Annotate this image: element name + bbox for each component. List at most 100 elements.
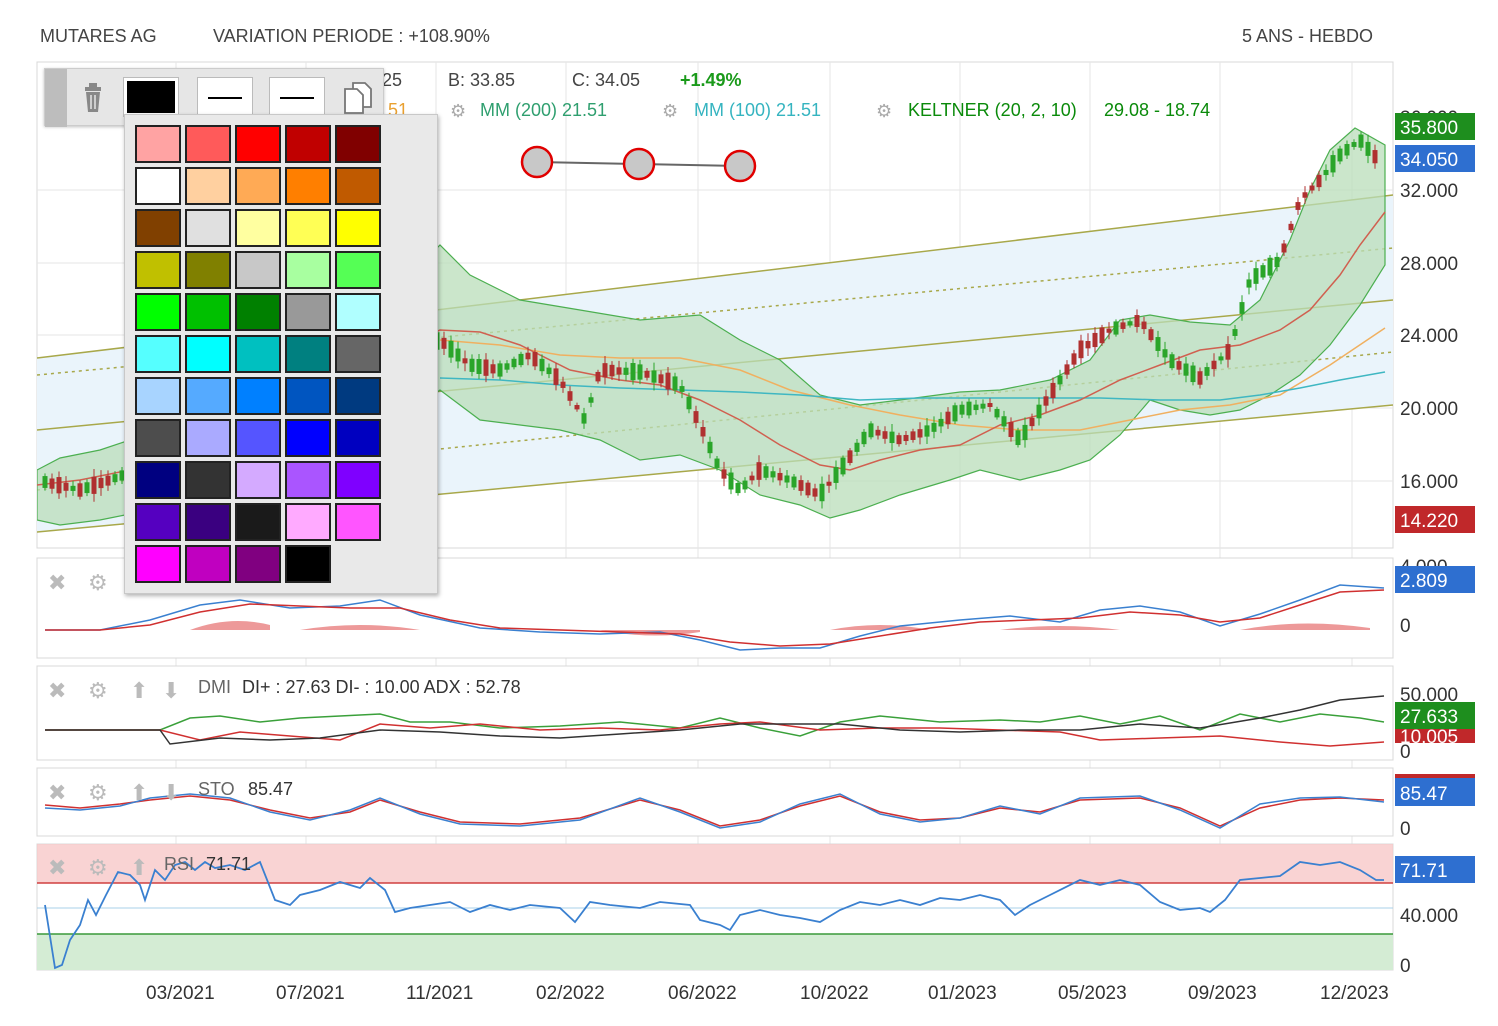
close-icon[interactable]: ✖ xyxy=(48,780,66,805)
sto-panel[interactable]: ✖ ⚙ ⬆ ⬇ STO 85.47 85.47 0 xyxy=(36,767,1475,840)
candle-body xyxy=(798,480,804,491)
rsi-panel[interactable]: ✖ ⚙ ⬆ RSI 71.71 71.71 40.000 0 xyxy=(36,843,1475,977)
candle-body xyxy=(994,408,1000,418)
svg-text:2.809: 2.809 xyxy=(1400,571,1448,592)
arrow-up-icon[interactable]: ⬆ xyxy=(130,780,148,805)
gear-icon[interactable]: ⚙ xyxy=(88,855,108,880)
palette-color-swatch[interactable] xyxy=(185,335,231,373)
trendline-handle-end[interactable] xyxy=(723,149,757,183)
palette-color-swatch[interactable] xyxy=(185,209,231,247)
toolbar-drag-handle[interactable] xyxy=(45,69,67,127)
palette-color-swatch[interactable] xyxy=(285,461,331,499)
palette-color-swatch[interactable] xyxy=(235,461,281,499)
candle-body xyxy=(1239,302,1245,314)
line-width-button[interactable] xyxy=(197,77,253,117)
period-selector[interactable]: 5 ANS - HEBDO xyxy=(1242,26,1374,46)
copy-drawing-button[interactable] xyxy=(339,77,375,117)
palette-color-swatch[interactable] xyxy=(335,167,381,205)
palette-color-swatch[interactable] xyxy=(135,377,181,415)
palette-color-swatch[interactable] xyxy=(235,209,281,247)
palette-color-swatch[interactable] xyxy=(235,167,281,205)
palette-color-swatch[interactable] xyxy=(135,335,181,373)
candle-body xyxy=(882,431,888,439)
palette-color-swatch[interactable] xyxy=(235,293,281,331)
palette-color-swatch[interactable] xyxy=(185,293,231,331)
gear-icon[interactable]: ⚙ xyxy=(876,101,892,121)
palette-color-swatch[interactable] xyxy=(335,251,381,289)
palette-color-swatch[interactable] xyxy=(335,419,381,457)
palette-color-swatch[interactable] xyxy=(135,461,181,499)
palette-color-swatch[interactable] xyxy=(135,167,181,205)
palette-color-swatch[interactable] xyxy=(185,251,231,289)
palette-color-swatch[interactable] xyxy=(335,461,381,499)
palette-color-swatch[interactable] xyxy=(135,209,181,247)
palette-color-swatch[interactable] xyxy=(135,419,181,457)
palette-color-swatch[interactable] xyxy=(285,167,331,205)
palette-color-swatch[interactable] xyxy=(135,503,181,541)
gear-icon[interactable]: ⚙ xyxy=(662,101,678,121)
palette-color-swatch[interactable] xyxy=(185,503,231,541)
palette-color-swatch[interactable] xyxy=(185,461,231,499)
palette-color-swatch[interactable] xyxy=(235,335,281,373)
color-picker-button[interactable] xyxy=(123,77,179,117)
palette-color-swatch[interactable] xyxy=(135,545,181,583)
arrow-down-icon[interactable]: ⬇ xyxy=(162,780,180,805)
keltner-legend[interactable]: ⚙ KELTNER (20, 2, 10) 29.08 - 18.74 xyxy=(876,100,1210,121)
palette-color-swatch[interactable] xyxy=(185,377,231,415)
candle-body xyxy=(483,359,489,376)
palette-color-swatch[interactable] xyxy=(135,125,181,163)
palette-color-swatch[interactable] xyxy=(235,419,281,457)
palette-color-swatch[interactable] xyxy=(335,125,381,163)
arrow-up-icon[interactable]: ⬆ xyxy=(130,855,148,880)
close-icon[interactable]: ✖ xyxy=(48,570,66,595)
dmi-panel[interactable]: ✖ ⚙ ⬆ ⬇ DMI DI+ : 27.63 DI- : 10.00 ADX … xyxy=(36,665,1475,763)
palette-color-swatch[interactable] xyxy=(335,293,381,331)
dmi-tag-minus: 10.005 xyxy=(1395,727,1475,748)
palette-color-swatch[interactable] xyxy=(185,125,231,163)
mm100-legend[interactable]: ⚙ MM (100) 21.51 xyxy=(662,100,821,121)
candle-body xyxy=(1274,256,1280,268)
gear-icon[interactable]: ⚙ xyxy=(88,570,108,595)
trendline-drawing[interactable] xyxy=(520,145,757,183)
palette-color-swatch[interactable] xyxy=(285,419,331,457)
palette-color-swatch[interactable] xyxy=(285,209,331,247)
palette-color-swatch[interactable] xyxy=(185,545,231,583)
palette-color-swatch[interactable] xyxy=(135,251,181,289)
palette-color-swatch[interactable] xyxy=(335,377,381,415)
drawing-toolbar[interactable] xyxy=(44,68,384,127)
gear-icon[interactable]: ⚙ xyxy=(88,678,108,703)
trendline-handle-start[interactable] xyxy=(520,145,554,179)
palette-color-swatch[interactable] xyxy=(285,545,331,583)
line-style-button[interactable] xyxy=(269,77,325,117)
candle-body xyxy=(553,368,559,385)
palette-color-swatch[interactable] xyxy=(185,419,231,457)
palette-color-swatch[interactable] xyxy=(235,545,281,583)
trendline-handle-middle[interactable] xyxy=(622,147,656,181)
palette-color-swatch[interactable] xyxy=(335,209,381,247)
palette-color-swatch[interactable] xyxy=(335,335,381,373)
palette-color-swatch[interactable] xyxy=(185,167,231,205)
palette-color-swatch[interactable] xyxy=(285,377,331,415)
palette-color-swatch[interactable] xyxy=(285,503,331,541)
palette-color-swatch[interactable] xyxy=(235,125,281,163)
candle-body xyxy=(756,462,762,480)
close-icon[interactable]: ✖ xyxy=(48,855,66,880)
palette-color-swatch[interactable] xyxy=(235,251,281,289)
candle-body xyxy=(567,391,573,401)
palette-color-swatch[interactable] xyxy=(285,335,331,373)
palette-color-swatch[interactable] xyxy=(285,251,331,289)
palette-color-swatch[interactable] xyxy=(285,125,331,163)
palette-color-swatch[interactable] xyxy=(235,377,281,415)
color-palette[interactable] xyxy=(124,114,438,594)
gear-icon[interactable]: ⚙ xyxy=(88,780,108,805)
arrow-down-icon[interactable]: ⬇ xyxy=(162,678,180,703)
mm200-legend[interactable]: ⚙ MM (200) 21.51 xyxy=(450,100,607,121)
delete-drawing-button[interactable] xyxy=(75,77,111,117)
palette-color-swatch[interactable] xyxy=(335,503,381,541)
arrow-up-icon[interactable]: ⬆ xyxy=(130,678,148,703)
gear-icon[interactable]: ⚙ xyxy=(450,101,466,121)
close-icon[interactable]: ✖ xyxy=(48,678,66,703)
palette-color-swatch[interactable] xyxy=(285,293,331,331)
palette-color-swatch[interactable] xyxy=(235,503,281,541)
palette-color-swatch[interactable] xyxy=(135,293,181,331)
